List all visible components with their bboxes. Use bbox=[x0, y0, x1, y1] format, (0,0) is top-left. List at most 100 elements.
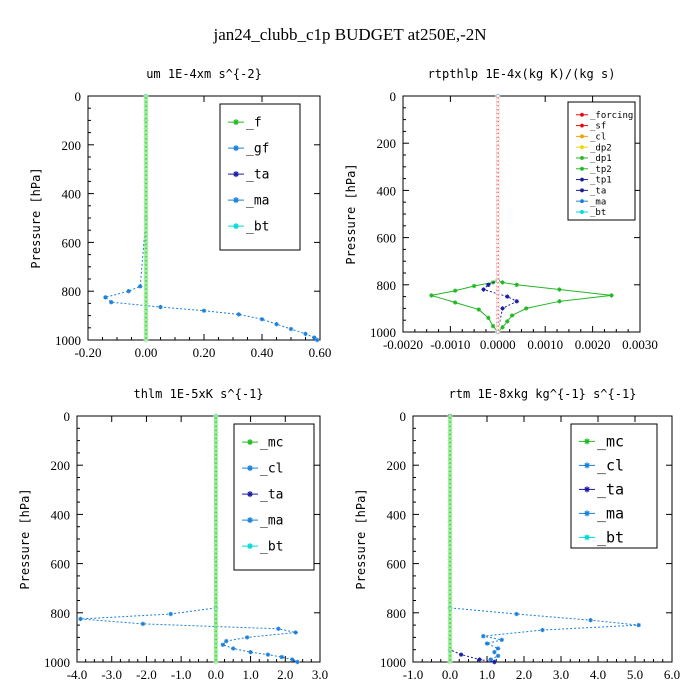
series-point bbox=[236, 312, 241, 317]
y-tick-label: 600 bbox=[377, 231, 397, 246]
series-point bbox=[484, 641, 490, 646]
x-tick-label: 0.00 bbox=[135, 345, 158, 360]
series-point bbox=[447, 593, 453, 599]
x-tick-label: 1.0 bbox=[242, 667, 258, 682]
legend-marker bbox=[580, 112, 584, 117]
series-point bbox=[495, 168, 501, 174]
legend-marker bbox=[584, 486, 590, 493]
series-point bbox=[213, 536, 219, 542]
series-point bbox=[495, 321, 501, 327]
legend-entry: _ma bbox=[260, 514, 283, 529]
series-point bbox=[288, 326, 294, 332]
series-point bbox=[505, 294, 510, 299]
series-point bbox=[447, 442, 453, 448]
series-point bbox=[495, 124, 501, 130]
series-point bbox=[143, 304, 149, 310]
x-tick-label: 3.0 bbox=[312, 667, 328, 682]
series-point bbox=[143, 134, 149, 140]
series-point bbox=[447, 479, 453, 485]
series-point bbox=[495, 211, 501, 217]
series-point bbox=[213, 548, 219, 554]
series-point bbox=[447, 487, 453, 493]
series-point bbox=[447, 540, 453, 546]
series-point bbox=[276, 626, 281, 631]
legend-marker bbox=[233, 197, 239, 204]
series-point bbox=[447, 495, 453, 501]
series-point bbox=[213, 610, 219, 616]
series-forcing bbox=[495, 93, 501, 335]
series-point bbox=[143, 174, 149, 180]
series-point bbox=[213, 495, 219, 501]
series-point bbox=[488, 657, 493, 662]
series-point bbox=[495, 160, 501, 166]
series-point bbox=[495, 172, 501, 178]
series-point bbox=[447, 569, 453, 575]
series-point bbox=[143, 215, 149, 221]
y-tick-label: 400 bbox=[51, 507, 71, 522]
series-point bbox=[495, 270, 501, 276]
series-point bbox=[143, 321, 149, 327]
series-point bbox=[213, 499, 219, 505]
series-point bbox=[495, 215, 501, 221]
series-point bbox=[213, 470, 219, 476]
series-point bbox=[447, 659, 453, 665]
x-tick-label: -2.0 bbox=[136, 667, 157, 682]
series-point bbox=[143, 182, 149, 188]
series-point bbox=[492, 649, 497, 655]
series-point bbox=[213, 569, 219, 575]
series-point bbox=[447, 507, 453, 513]
series-point bbox=[143, 223, 149, 229]
x-tick-label: 0.0010 bbox=[527, 337, 563, 352]
panel-title: um 1E-4xm s^{-2} bbox=[146, 67, 262, 81]
legend-marker bbox=[580, 166, 584, 171]
series-point bbox=[158, 304, 163, 310]
series-point bbox=[143, 296, 149, 302]
series-point bbox=[143, 113, 149, 119]
series-point bbox=[557, 299, 562, 304]
series-point bbox=[495, 109, 501, 115]
series-point bbox=[447, 425, 453, 431]
series-point bbox=[143, 288, 149, 294]
series-point bbox=[143, 231, 149, 237]
series-point bbox=[495, 266, 501, 272]
y-tick-label: 0 bbox=[390, 89, 397, 104]
series-point bbox=[447, 626, 453, 632]
series-point bbox=[495, 140, 501, 146]
series-point bbox=[143, 195, 149, 201]
y-tick-label: 400 bbox=[62, 187, 82, 202]
legend-marker bbox=[233, 223, 239, 230]
series-point bbox=[143, 130, 149, 136]
series-point bbox=[213, 606, 219, 612]
series-point bbox=[143, 207, 149, 213]
legend-marker bbox=[233, 145, 239, 152]
chart-panel-2: rtpthlp 1E-4x(kg K)/(kg s) Pressure [hPa]… bbox=[344, 67, 658, 352]
series-point bbox=[143, 264, 149, 270]
legend: _mc _cl _ta _ma _bt bbox=[233, 423, 315, 571]
series-point bbox=[447, 520, 453, 526]
series-point bbox=[447, 524, 453, 530]
x-tick-label: 0.0020 bbox=[575, 337, 611, 352]
legend-entry: _bt bbox=[597, 529, 624, 547]
y-tick-label: 200 bbox=[51, 458, 71, 473]
series-point bbox=[447, 475, 453, 480]
series-point bbox=[447, 577, 453, 583]
series-point bbox=[447, 589, 453, 595]
series-point bbox=[213, 540, 219, 546]
series-point bbox=[213, 458, 219, 464]
x-tick-label: 1.0 bbox=[479, 667, 495, 682]
legend-marker bbox=[580, 134, 584, 139]
series-point bbox=[495, 121, 501, 127]
series-point bbox=[495, 180, 501, 186]
legend-entry: _bt bbox=[590, 208, 606, 218]
y-tick-label: 800 bbox=[377, 278, 397, 293]
series-point bbox=[143, 126, 149, 132]
legend-entry: _gf bbox=[246, 142, 269, 157]
series-point bbox=[495, 298, 501, 304]
legend-box bbox=[567, 101, 636, 221]
series-point bbox=[295, 659, 300, 665]
x-tick-label: -4.0 bbox=[67, 667, 88, 682]
series-point bbox=[495, 219, 501, 225]
series-point bbox=[495, 301, 501, 307]
series-point bbox=[557, 287, 562, 292]
